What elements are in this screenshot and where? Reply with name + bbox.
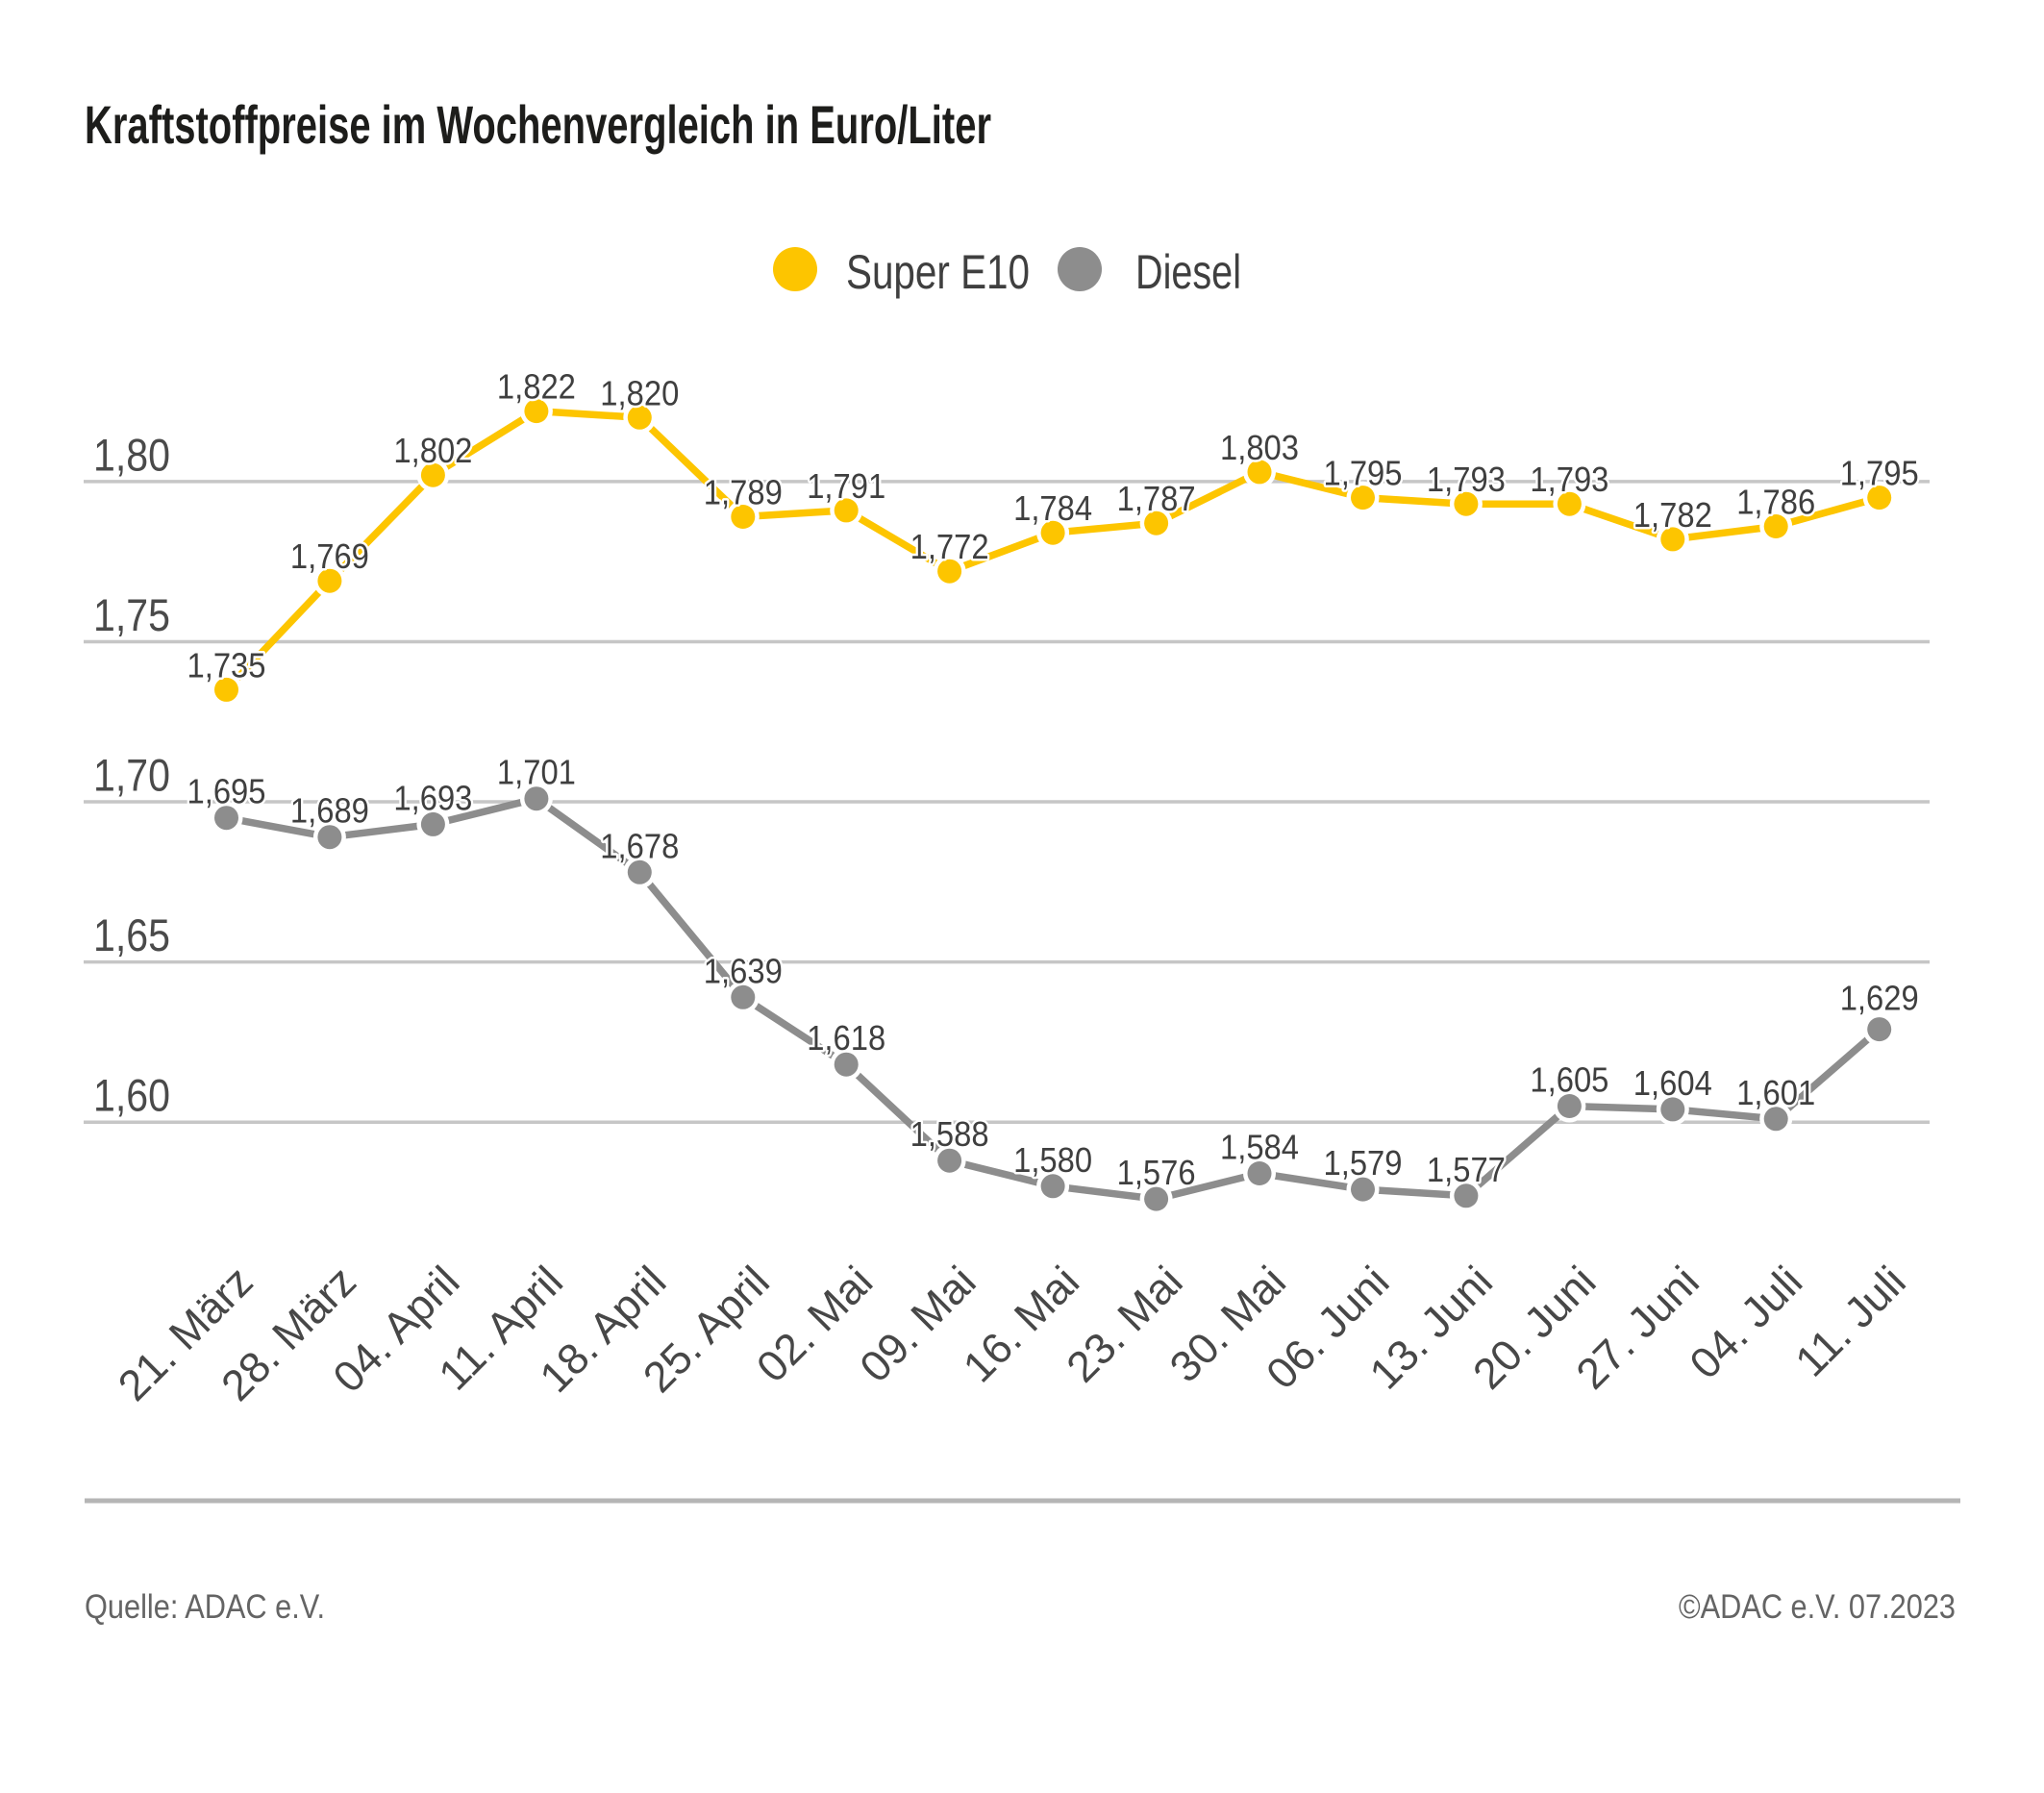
- svg-text:1,793: 1,793: [1530, 460, 1608, 499]
- svg-text:1,701: 1,701: [497, 753, 576, 792]
- svg-text:1,70: 1,70: [93, 750, 170, 801]
- svg-text:1,601: 1,601: [1736, 1073, 1815, 1112]
- svg-text:1,629: 1,629: [1840, 979, 1919, 1018]
- svg-text:1,576: 1,576: [1117, 1153, 1196, 1192]
- svg-text:1,580: 1,580: [1013, 1140, 1092, 1180]
- svg-text:1,789: 1,789: [704, 473, 783, 512]
- svg-text:1,735: 1,735: [187, 645, 266, 685]
- svg-text:1,689: 1,689: [290, 791, 369, 831]
- svg-text:1,822: 1,822: [497, 367, 576, 407]
- svg-text:1,786: 1,786: [1736, 483, 1815, 522]
- svg-text:1,795: 1,795: [1324, 454, 1403, 493]
- svg-text:1,772: 1,772: [910, 527, 989, 566]
- svg-text:1,793: 1,793: [1427, 460, 1506, 499]
- svg-text:1,579: 1,579: [1324, 1143, 1403, 1183]
- svg-text:1,65: 1,65: [93, 909, 170, 960]
- svg-text:1,784: 1,784: [1013, 488, 1092, 528]
- svg-text:1,588: 1,588: [910, 1114, 989, 1154]
- svg-text:©ADAC e.V. 07.2023: ©ADAC e.V. 07.2023: [1679, 1588, 1956, 1626]
- svg-text:1,695: 1,695: [187, 772, 266, 811]
- svg-text:1,584: 1,584: [1220, 1128, 1299, 1167]
- svg-text:1,75: 1,75: [93, 589, 170, 640]
- svg-text:1,791: 1,791: [807, 466, 885, 506]
- svg-text:1,80: 1,80: [93, 429, 170, 480]
- svg-text:Super E10: Super E10: [846, 245, 1030, 299]
- svg-text:1,795: 1,795: [1840, 454, 1919, 493]
- svg-text:1,60: 1,60: [93, 1070, 170, 1121]
- svg-text:1,678: 1,678: [600, 826, 679, 865]
- svg-text:1,639: 1,639: [704, 951, 783, 990]
- svg-text:1,787: 1,787: [1117, 479, 1196, 518]
- svg-text:1,803: 1,803: [1220, 428, 1299, 467]
- svg-text:1,820: 1,820: [600, 373, 679, 412]
- svg-text:Diesel: Diesel: [1135, 245, 1241, 299]
- svg-text:1,802: 1,802: [393, 431, 472, 470]
- svg-text:1,605: 1,605: [1530, 1060, 1608, 1100]
- svg-text:1,604: 1,604: [1633, 1063, 1712, 1103]
- svg-text:Kraftstoffpreise im Wochenverg: Kraftstoffpreise im Wochenvergleich in E…: [85, 94, 991, 155]
- svg-text:1,618: 1,618: [807, 1018, 885, 1058]
- svg-text:1,769: 1,769: [290, 536, 369, 576]
- svg-text:1,693: 1,693: [393, 778, 472, 817]
- svg-text:1,577: 1,577: [1427, 1150, 1506, 1189]
- svg-text:1,782: 1,782: [1633, 495, 1712, 535]
- svg-text:Quelle: ADAC e.V.: Quelle: ADAC e.V.: [85, 1588, 325, 1626]
